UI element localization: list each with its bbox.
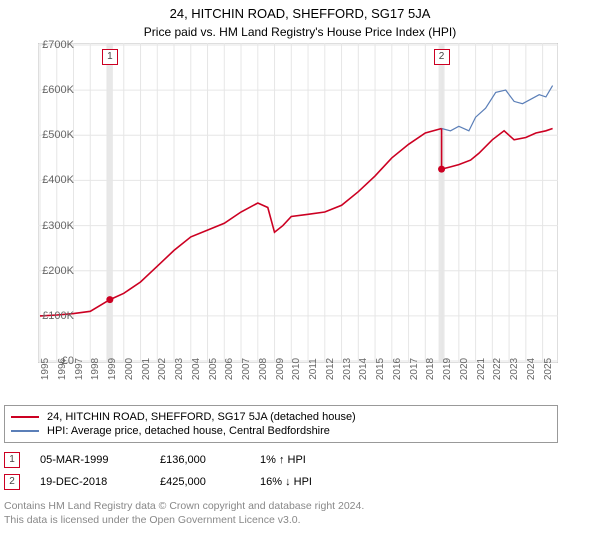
events-table: 1 05-MAR-1999 £136,000 1% ↑ HPI 2 19-DEC-2018…: [4, 449, 558, 493]
x-tick-label: 2010: [291, 358, 302, 380]
legend: 24, HITCHIN ROAD, SHEFFORD, SG17 5JA (de…: [4, 405, 558, 443]
x-tick-label: 2003: [174, 358, 185, 380]
event-marker-1: 1: [102, 49, 118, 65]
x-tick-label: 2015: [375, 358, 386, 380]
x-tick-label: 2018: [425, 358, 436, 380]
y-tick-label: £100K: [42, 310, 74, 322]
page-subtitle: Price paid vs. HM Land Registry's House …: [0, 21, 600, 43]
event-date: 05-MAR-1999: [40, 454, 140, 466]
x-tick-label: 2016: [392, 358, 403, 380]
legend-swatch: [11, 430, 39, 432]
x-tick-label: 2023: [509, 358, 520, 380]
event-marker-2: 2: [434, 49, 450, 65]
y-tick-label: £700K: [42, 39, 74, 51]
y-tick-label: £400K: [42, 174, 74, 186]
x-tick-label: 2022: [492, 358, 503, 380]
x-tick-label: 1997: [74, 358, 85, 380]
license-line-1: Contains HM Land Registry data © Crown c…: [4, 499, 558, 513]
x-tick-label: 2001: [141, 358, 152, 380]
x-tick-label: 2000: [124, 358, 135, 380]
chart-area: £0£100K£200K£300K£400K£500K£600K£700K199…: [38, 43, 598, 403]
legend-swatch: [11, 416, 39, 418]
x-tick-label: 2019: [442, 358, 453, 380]
x-tick-label: 2008: [258, 358, 269, 380]
chart-svg: [38, 43, 558, 363]
x-tick-label: 2005: [208, 358, 219, 380]
x-tick-label: 2012: [325, 358, 336, 380]
x-tick-label: 2024: [526, 358, 537, 380]
event-row: 2 19-DEC-2018 £425,000 16% ↓ HPI: [4, 471, 558, 493]
event-marker: 2: [4, 474, 20, 490]
event-diff: 1% ↑ HPI: [260, 454, 306, 466]
x-tick-label: 1996: [57, 358, 68, 380]
root: 24, HITCHIN ROAD, SHEFFORD, SG17 5JA Pri…: [0, 0, 600, 560]
event-row: 1 05-MAR-1999 £136,000 1% ↑ HPI: [4, 449, 558, 471]
x-tick-label: 2014: [358, 358, 369, 380]
x-tick-label: 2025: [543, 358, 554, 380]
legend-row: HPI: Average price, detached house, Cent…: [11, 424, 551, 438]
event-diff: 16% ↓ HPI: [260, 476, 312, 488]
event-marker: 1: [4, 452, 20, 468]
event-price: £425,000: [160, 476, 240, 488]
event-date: 19-DEC-2018: [40, 476, 140, 488]
page-title: 24, HITCHIN ROAD, SHEFFORD, SG17 5JA: [0, 0, 600, 21]
legend-label: HPI: Average price, detached house, Cent…: [47, 425, 330, 437]
x-tick-label: 2004: [191, 358, 202, 380]
x-tick-label: 2013: [342, 358, 353, 380]
license-line-2: This data is licensed under the Open Gov…: [4, 513, 558, 527]
x-tick-label: 2021: [476, 358, 487, 380]
x-tick-label: 2020: [459, 358, 470, 380]
y-tick-label: £200K: [42, 265, 74, 277]
x-tick-label: 2006: [224, 358, 235, 380]
x-tick-label: 2002: [157, 358, 168, 380]
x-tick-label: 2011: [308, 358, 319, 380]
legend-label: 24, HITCHIN ROAD, SHEFFORD, SG17 5JA (de…: [47, 411, 356, 423]
legend-row: 24, HITCHIN ROAD, SHEFFORD, SG17 5JA (de…: [11, 410, 551, 424]
x-tick-label: 1998: [90, 358, 101, 380]
event-price: £136,000: [160, 454, 240, 466]
x-tick-label: 1995: [40, 358, 51, 380]
license-text: Contains HM Land Registry data © Crown c…: [4, 499, 558, 527]
y-tick-label: £300K: [42, 220, 74, 232]
y-tick-label: £600K: [42, 84, 74, 96]
x-tick-label: 2017: [409, 358, 420, 380]
y-tick-label: £500K: [42, 129, 74, 141]
x-tick-label: 2007: [241, 358, 252, 380]
x-tick-label: 2009: [275, 358, 286, 380]
x-tick-label: 1999: [107, 358, 118, 380]
